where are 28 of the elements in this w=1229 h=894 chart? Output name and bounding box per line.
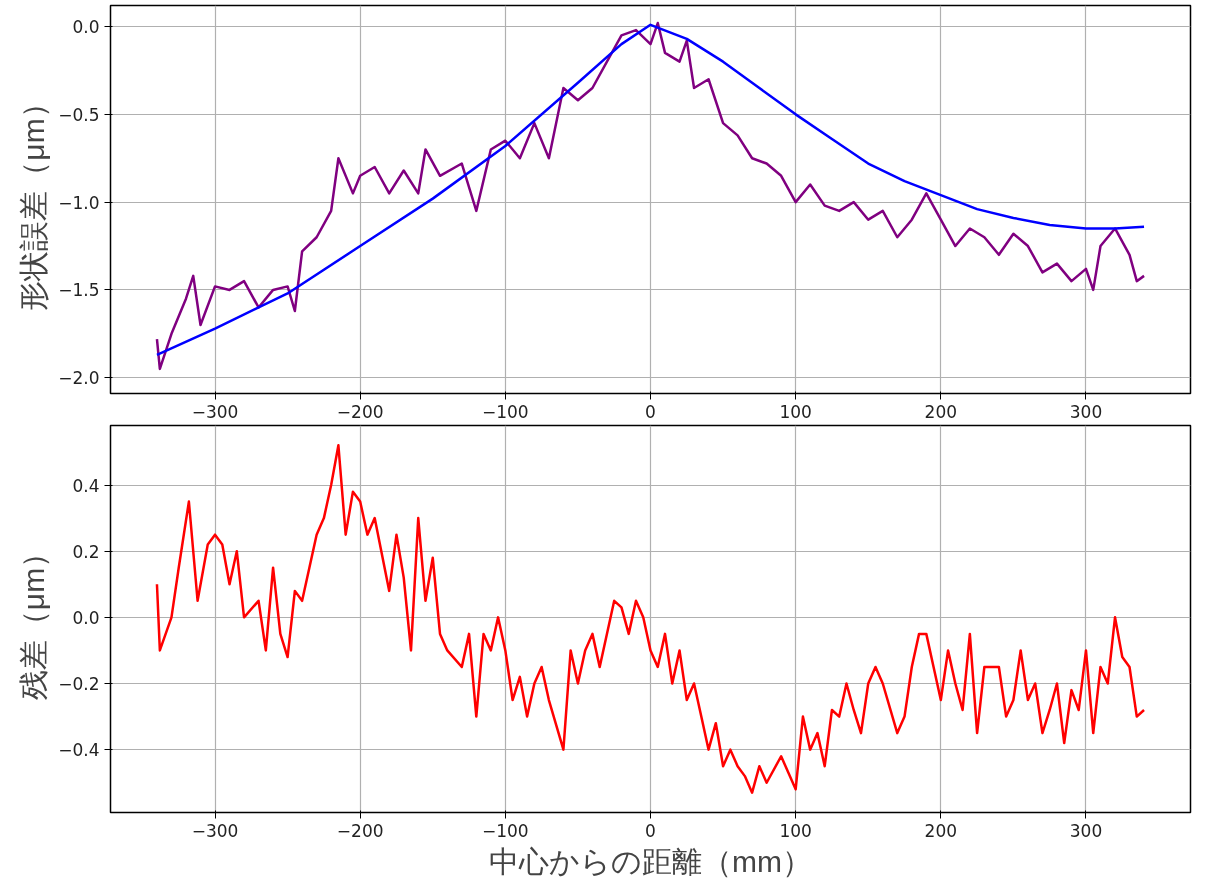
x-tick-label: −100 <box>481 401 529 422</box>
y-tick-label: −0.4 <box>58 740 100 761</box>
x-axis-title: 中心からの距離（mm） <box>489 844 812 878</box>
y-tick-label: −0.2 <box>58 674 100 694</box>
line-series <box>155 444 1146 794</box>
y-tick-label: 0.2 <box>72 541 100 562</box>
y-tick-label: −1.5 <box>58 280 100 301</box>
x-tick-label: 100 <box>779 820 812 841</box>
y-axis-title: 形状誤差（μm） <box>17 88 51 311</box>
x-tick-label: −300 <box>191 401 239 422</box>
y-tick-label: 0.4 <box>72 475 100 496</box>
x-tick-label: −200 <box>336 401 384 422</box>
y-tick-label: 0.0 <box>72 607 100 628</box>
x-tick-label: 0 <box>645 820 656 841</box>
x-tick-label: 300 <box>1069 401 1103 422</box>
y-tick-label: −1.0 <box>58 192 100 213</box>
y-axis-title: 残差（μm） <box>17 537 51 701</box>
x-tick-label: 300 <box>1069 820 1103 841</box>
x-tick-label: 0 <box>645 401 656 422</box>
y-tick-label: 0.0 <box>72 17 100 38</box>
x-tick-label: −100 <box>481 820 529 841</box>
y-tick-label: −2.0 <box>58 368 100 389</box>
x-tick-label: 200 <box>924 820 958 841</box>
x-tick-label: 200 <box>924 401 958 422</box>
y-tick-label: −0.5 <box>58 104 100 125</box>
x-tick-label: −200 <box>336 820 384 841</box>
x-tick-label: −300 <box>191 820 239 841</box>
x-tick-label: 100 <box>779 401 812 422</box>
